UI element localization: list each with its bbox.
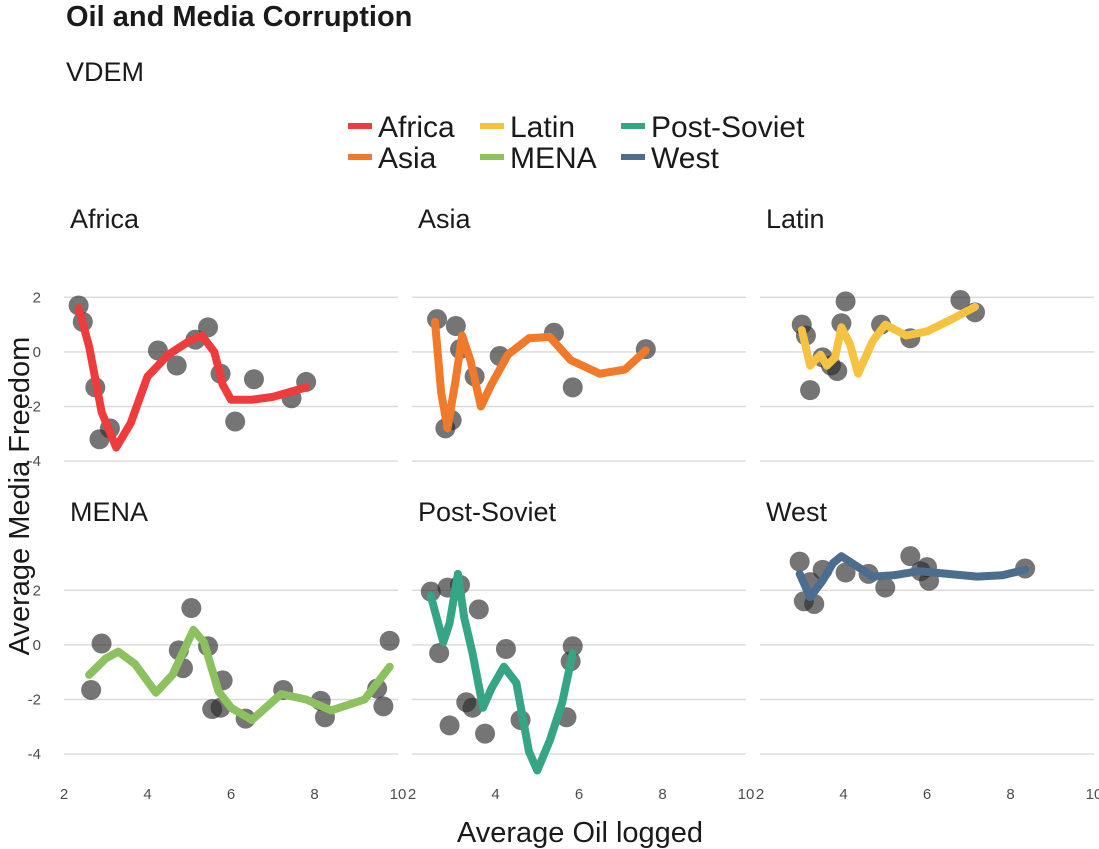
y-tick-label: -4 <box>28 746 41 763</box>
panel-west: West <box>760 497 1094 755</box>
y-tick-label: 0 <box>33 344 41 361</box>
x-axis-title: Average Oil logged <box>457 817 703 849</box>
y-axis-title: Average Media Freedom <box>4 337 36 656</box>
x-tick-label: 10 <box>1086 786 1099 803</box>
smooth-line-africa <box>74 304 311 452</box>
y-tick-label: -2 <box>28 692 41 709</box>
point-post-soviet <box>462 697 483 718</box>
point-post-soviet <box>475 723 496 744</box>
chart-subtitle: VDEM <box>66 57 144 87</box>
point-post-soviet <box>468 599 489 620</box>
legend-label-post-soviet: Post-Soviet <box>651 111 805 144</box>
point-post-soviet <box>495 638 516 659</box>
facet-title-latin: Latin <box>766 204 825 234</box>
y-tick-label: 0 <box>33 637 41 654</box>
x-axis-ticks: 2 4 6 8 10 2 4 6 8 10 2 4 6 8 10 <box>60 786 1099 803</box>
point-africa <box>243 369 264 390</box>
point-post-soviet <box>439 715 460 736</box>
x-tick-label: 4 <box>839 786 847 803</box>
y-tick-label: 2 <box>33 289 41 306</box>
legend-item-asia: Asia <box>348 142 437 175</box>
y-tick-label: -2 <box>28 399 41 416</box>
point-post-soviet <box>562 636 583 657</box>
legend-item-west: West <box>621 142 719 175</box>
smooth-line-west <box>795 552 1030 602</box>
x-tick-label: 2 <box>756 786 764 803</box>
legend-item-africa: Africa <box>348 111 455 144</box>
x-tick-label: 4 <box>491 786 499 803</box>
x-tick-label: 10 <box>390 786 407 803</box>
x-tick-label: 4 <box>143 786 151 803</box>
facet-panels: Africa -4 -2 0 2 Asia Latin MENA -4 -2 0 2 Post-Sovi… <box>28 204 1094 775</box>
facet-title-west: West <box>766 497 828 527</box>
point-latin <box>835 291 856 312</box>
facet-title-africa: Africa <box>70 204 140 234</box>
panel-asia: Asia <box>412 204 746 462</box>
point-latin <box>800 380 821 401</box>
facet-title-asia: Asia <box>418 204 472 234</box>
panel-mena: MENA -4 -2 0 2 <box>28 497 400 763</box>
panel-africa: Africa -4 -2 0 2 <box>28 204 398 470</box>
point-asia <box>445 315 466 336</box>
legend-label-asia: Asia <box>378 142 437 175</box>
point-west <box>875 577 896 598</box>
point-mena <box>181 598 202 619</box>
point-latin <box>950 290 971 311</box>
x-tick-label: 6 <box>923 786 931 803</box>
point-mena <box>379 630 400 651</box>
point-west <box>900 546 921 567</box>
x-tick-label: 8 <box>310 786 318 803</box>
smooth-line-asia <box>431 317 650 433</box>
legend-item-post-soviet: Post-Soviet <box>621 111 805 144</box>
point-post-soviet <box>420 581 441 602</box>
smooth-line-post-soviet <box>426 569 577 775</box>
legend-label-africa: Africa <box>378 111 455 144</box>
point-mena <box>91 633 112 654</box>
x-tick-label: 2 <box>60 786 68 803</box>
legend-item-latin: Latin <box>480 111 575 144</box>
x-tick-label: 6 <box>575 786 583 803</box>
panel-latin: Latin <box>760 204 1094 462</box>
point-mena <box>373 696 394 717</box>
facet-title-post-soviet: Post-Soviet <box>418 497 557 527</box>
panel-post-soviet: Post-Soviet <box>412 497 746 775</box>
x-tick-label: 8 <box>1006 786 1014 803</box>
x-tick-label: 2 <box>408 786 416 803</box>
legend-item-mena: MENA <box>480 142 597 175</box>
y-tick-label: 2 <box>33 582 41 599</box>
facet-title-mena: MENA <box>70 497 148 527</box>
y-tick-label: -4 <box>28 453 41 470</box>
point-mena <box>81 679 102 700</box>
point-latin <box>827 361 848 382</box>
smooth-line-mena <box>85 625 394 724</box>
legend-label-latin: Latin <box>510 111 575 144</box>
legend-label-west: West <box>651 142 719 175</box>
x-tick-label: 8 <box>658 786 666 803</box>
point-west <box>835 562 856 583</box>
point-latin <box>831 313 852 334</box>
legend-label-mena: MENA <box>510 142 597 175</box>
point-west <box>789 551 810 572</box>
x-tick-label: 10 <box>738 786 755 803</box>
point-post-soviet <box>429 643 450 664</box>
chart-title: Oil and Media Corruption <box>66 1 412 33</box>
smooth-line-latin <box>797 302 979 378</box>
point-africa <box>225 411 246 432</box>
x-tick-label: 6 <box>227 786 235 803</box>
point-asia <box>562 377 583 398</box>
point-africa <box>166 355 187 376</box>
